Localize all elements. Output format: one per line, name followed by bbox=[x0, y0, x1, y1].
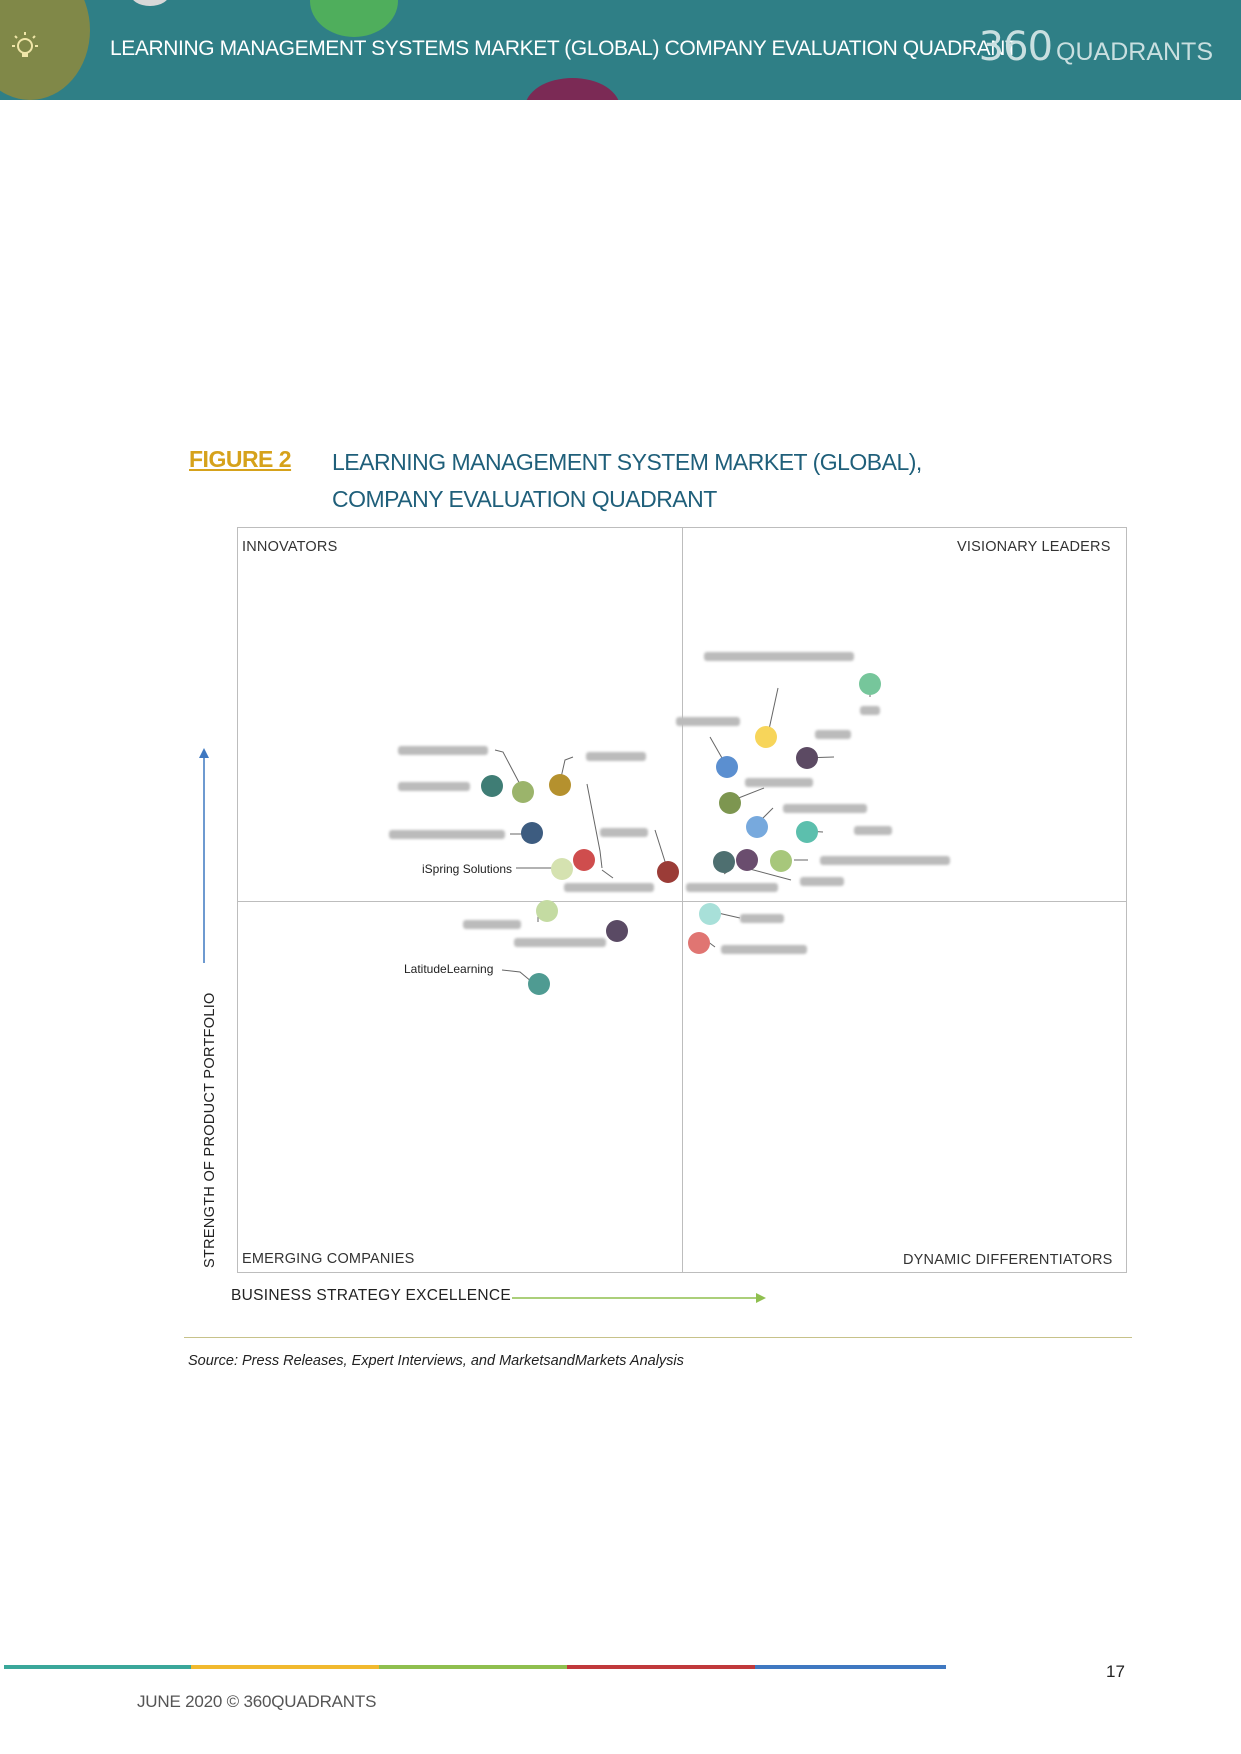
brand-logo: 360 QUADRANTS bbox=[979, 24, 1213, 70]
redacted-label bbox=[686, 883, 778, 892]
quadrant-divider-horizontal bbox=[237, 901, 1127, 902]
company-bubble bbox=[859, 673, 881, 695]
footer-text: JUNE 2020 © 360QUADRANTS bbox=[137, 1692, 377, 1711]
latitudelearning-label: LatitudeLearning bbox=[404, 962, 494, 976]
redacted-label bbox=[600, 828, 648, 837]
latitudelearning-bubble bbox=[528, 973, 550, 995]
company-bubble bbox=[521, 822, 543, 844]
quadrant-label-emerging-companies: EMERGING COMPANIES bbox=[242, 1251, 415, 1267]
redacted-label bbox=[398, 746, 488, 755]
quadrant-divider-vertical bbox=[682, 527, 683, 1273]
quadrant-label-visionary-leaders: VISIONARY LEADERS bbox=[957, 539, 1111, 555]
footer-color-bar bbox=[567, 1665, 755, 1669]
company-bubble bbox=[606, 920, 628, 942]
figure-label: FIGURE 2 bbox=[189, 446, 292, 472]
redacted-label bbox=[820, 856, 950, 865]
redacted-label bbox=[854, 826, 892, 835]
header-title: LEARNING MANAGEMENT SYSTEMS MARKET (GLOB… bbox=[110, 37, 1018, 60]
footer-color-bar bbox=[379, 1665, 567, 1669]
brand-number: 360 bbox=[978, 24, 1053, 70]
redacted-label bbox=[740, 914, 784, 923]
redacted-label bbox=[676, 717, 740, 726]
company-bubble bbox=[719, 792, 741, 814]
company-bubble bbox=[713, 851, 735, 873]
company-bubble bbox=[716, 756, 738, 778]
redacted-label bbox=[704, 652, 854, 661]
lightbulb-icon bbox=[12, 32, 38, 57]
redacted-label bbox=[389, 830, 505, 839]
decorative-circle bbox=[525, 78, 620, 100]
company-bubble bbox=[549, 774, 571, 796]
x-axis-arrow bbox=[512, 1293, 766, 1303]
redacted-label bbox=[398, 782, 470, 791]
source-divider bbox=[184, 1337, 1132, 1338]
footer-color-bar bbox=[755, 1665, 946, 1669]
company-bubble bbox=[736, 849, 758, 871]
x-axis-label: BUSINESS STRATEGY EXCELLENCE bbox=[231, 1287, 512, 1304]
redacted-label bbox=[564, 883, 654, 892]
quadrant-label-innovators: INNOVATORS bbox=[242, 539, 338, 555]
company-bubble bbox=[699, 903, 721, 925]
redacted-label bbox=[815, 730, 851, 739]
company-bubble bbox=[551, 858, 573, 880]
header-banner: LEARNING MANAGEMENT SYSTEMS MARKET (GLOB… bbox=[0, 0, 1241, 100]
company-bubble bbox=[657, 861, 679, 883]
redacted-label bbox=[463, 920, 521, 929]
footer-color-bar bbox=[4, 1665, 191, 1669]
company-bubble bbox=[755, 726, 777, 748]
company-bubble bbox=[796, 821, 818, 843]
decorative-circle bbox=[130, 0, 170, 6]
company-bubble bbox=[796, 747, 818, 769]
company-bubble bbox=[573, 849, 595, 871]
company-bubble bbox=[688, 932, 710, 954]
figure-title-line2: COMPANY EVALUATION QUADRANT bbox=[332, 486, 717, 512]
company-bubble bbox=[770, 850, 792, 872]
company-bubble bbox=[536, 900, 558, 922]
company-bubble bbox=[746, 816, 768, 838]
figure-title: LEARNING MANAGEMENT SYSTEM MARKET (GLOBA… bbox=[332, 444, 922, 518]
redacted-label bbox=[586, 752, 646, 761]
y-axis-arrow bbox=[199, 748, 209, 963]
redacted-label bbox=[745, 778, 813, 787]
redacted-label bbox=[514, 938, 606, 947]
brand-word: QUADRANTS bbox=[1056, 38, 1213, 66]
page-number: 17 bbox=[1106, 1662, 1125, 1681]
redacted-label bbox=[721, 945, 807, 954]
redacted-label bbox=[860, 706, 880, 715]
redacted-label bbox=[783, 804, 867, 813]
company-bubble bbox=[512, 781, 534, 803]
quadrant-label-dynamic-differentiators: DYNAMIC DIFFERENTIATORS bbox=[903, 1252, 1113, 1268]
ispring-solutions-label: iSpring Solutions bbox=[422, 862, 513, 876]
figure-title-line1: LEARNING MANAGEMENT SYSTEM MARKET (GLOBA… bbox=[332, 449, 922, 475]
company-bubble bbox=[481, 775, 503, 797]
redacted-label bbox=[800, 877, 844, 886]
source-note: Source: Press Releases, Expert Interview… bbox=[188, 1353, 684, 1369]
footer-color-bar bbox=[191, 1665, 379, 1669]
